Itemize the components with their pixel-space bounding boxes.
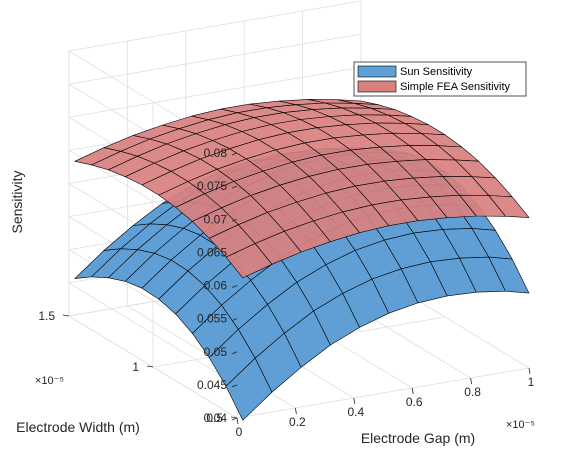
x-tick-3 — [412, 388, 413, 394]
x-tick-label-5: 1 — [528, 375, 535, 389]
x-tick-label-1: 0.2 — [289, 415, 306, 429]
y-tick-label-2: 1.5 — [38, 309, 55, 323]
x-tick-1 — [295, 408, 296, 414]
x-tick-label-2: 0.4 — [347, 405, 364, 419]
legend: Sun Sensitivity Simple FEA Sensitivity — [354, 62, 526, 96]
x-axis-label: Electrode Gap (m) — [361, 430, 475, 446]
grid-back-z-8 — [69, 1, 361, 51]
legend-swatch-fea — [358, 81, 396, 92]
legend-swatch-sun — [358, 66, 396, 77]
x-tick-label-4: 0.8 — [464, 385, 481, 399]
legend-label-sun: Sun Sensitivity — [400, 66, 473, 78]
y-tick-2 — [63, 315, 69, 316]
y-tick-label-0: 0.5 — [206, 411, 223, 425]
x-axis-exponent: ×10⁻⁵ — [506, 419, 535, 431]
x-tick-4 — [471, 378, 472, 384]
grid-back-z-7 — [69, 34, 361, 84]
z-tick-label-7: 0.075 — [197, 179, 227, 193]
z-tick-label-5: 0.065 — [197, 245, 227, 259]
z-tick-label-4: 0.06 — [204, 279, 228, 293]
z-tick-0 — [232, 418, 237, 420]
z-tick-label-6: 0.07 — [204, 212, 228, 226]
z-axis-label: Sensitivity — [9, 170, 25, 233]
x-tick-label-0: 0 — [236, 425, 243, 439]
x-tick-label-3: 0.6 — [406, 395, 423, 409]
x-tick-2 — [354, 398, 355, 404]
y-axis-exponent: ×10⁻⁵ — [35, 375, 64, 387]
y-tick-label-1: 1 — [132, 360, 139, 374]
legend-label-fea: Simple FEA Sensitivity — [400, 81, 511, 93]
y-axis-label: Electrode Width (m) — [16, 419, 140, 435]
z-tick-label-3: 0.055 — [197, 312, 227, 326]
z-tick-label-8: 0.08 — [204, 146, 228, 160]
x-tick-0 — [237, 418, 238, 424]
z-tick-label-2: 0.05 — [204, 345, 228, 359]
z-tick-label-1: 0.045 — [197, 378, 227, 392]
x-tick-5 — [529, 368, 530, 374]
